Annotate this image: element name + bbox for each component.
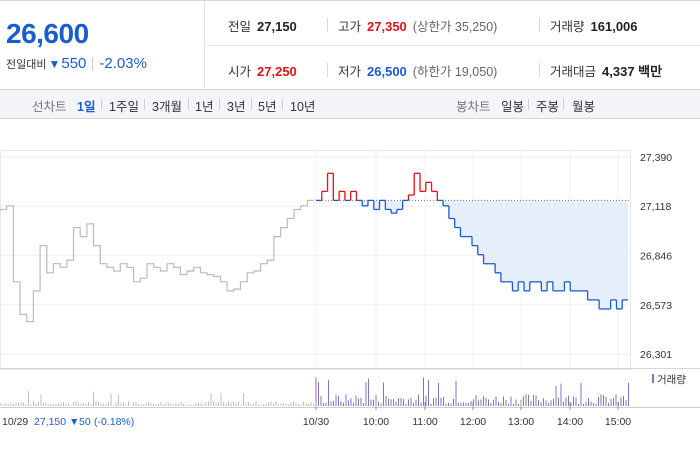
divider	[327, 18, 328, 32]
divider	[539, 63, 540, 77]
quote-panel: 26,600 전일대비 ▼ 550 -2.03% 전일 27,150 고가 27…	[0, 0, 700, 90]
prev-close-value: 27,150	[257, 19, 297, 34]
price-change: 전일대비 ▼ 550 -2.03%	[6, 55, 147, 72]
volume-bars	[0, 377, 629, 406]
current-price: 26,600	[6, 18, 89, 49]
divider	[92, 57, 94, 70]
divider	[206, 45, 700, 46]
tab-1d[interactable]: 1일	[77, 100, 96, 114]
change-label: 전일대비	[6, 58, 47, 71]
intraday-price-chart: 27,390 27,118 26,846 26,573 26,301 거래량 10/30…	[0, 150, 700, 428]
divider	[528, 99, 529, 110]
low-label: 저가	[338, 65, 362, 79]
tab-weekly[interactable]: 주봉	[536, 100, 560, 114]
prev-day-series-line	[0, 199, 314, 323]
low-stat: 저가 26,500 (하한가 19,050)	[338, 61, 497, 80]
open-stat: 시가 27,250	[228, 61, 297, 80]
high-label: 고가	[338, 20, 362, 34]
change-rate: -2.03%	[99, 55, 147, 72]
volume-legend-label: 거래량	[657, 374, 686, 386]
candle-chart-label: 봉차트	[456, 100, 491, 114]
prev-day-date: 10/29	[2, 416, 28, 428]
divider	[282, 99, 283, 110]
line-chart-label: 선차트	[32, 100, 67, 114]
x-tick-label: 14:00	[557, 416, 583, 428]
tab-10y[interactable]: 10년	[290, 100, 316, 114]
x-tick-label: 15:00	[605, 416, 631, 428]
volume-stat: 거래량 161,006	[550, 16, 638, 35]
divider	[219, 99, 220, 110]
down-triangle-icon: ▼	[69, 416, 79, 428]
price-lines	[0, 172, 630, 323]
low-value: 26,500	[367, 64, 407, 79]
period-tabs: 선차트 1일 1주일 3개월 1년 3년 5년 10년 봉차트 일봉 주봉 월봉	[0, 89, 700, 119]
y-tick-label: 27,390	[640, 152, 672, 164]
open-label: 시가	[228, 65, 252, 79]
divider	[327, 63, 328, 77]
divider	[251, 99, 252, 110]
tab-daily[interactable]: 일봉	[501, 100, 525, 114]
divider	[144, 99, 145, 110]
prev-close-stat: 전일 27,150	[228, 16, 297, 35]
divider	[101, 99, 102, 110]
divider	[188, 99, 189, 110]
x-tick-label: 13:00	[508, 416, 534, 428]
x-tick-label: 10:00	[363, 416, 389, 428]
tab-1y[interactable]: 1년	[195, 100, 214, 114]
x-tick-label: 10/30	[303, 416, 329, 428]
area-fills	[316, 200, 628, 309]
divider	[563, 99, 564, 110]
x-axis-ticks: 10/30 10:00 11:00 12:00 13:00 14:00 15:00	[303, 402, 631, 428]
y-tick-label: 26,846	[640, 250, 672, 262]
prev-close-label: 전일	[228, 20, 252, 34]
tab-3m[interactable]: 3개월	[152, 100, 182, 114]
prev-day-rate: (-0.18%)	[94, 416, 134, 428]
trading-value-label: 거래대금	[550, 65, 597, 79]
tab-1w[interactable]: 1주일	[109, 100, 139, 114]
prev-day-close: 27,150	[34, 416, 66, 428]
below-reference-fill	[316, 200, 628, 309]
tab-monthly[interactable]: 월봉	[572, 100, 596, 114]
trading-value-stat: 거래대금 4,337 백만	[550, 61, 662, 80]
y-tick-label: 27,118	[640, 201, 671, 213]
down-triangle-icon: ▼	[48, 56, 61, 71]
lower-limit: (하한가 19,050)	[412, 65, 498, 79]
trading-value: 4,337 백만	[602, 64, 663, 79]
x-tick-label: 12:00	[460, 416, 486, 428]
open-value: 27,250	[257, 64, 297, 79]
high-value: 27,350	[367, 19, 407, 34]
y-tick-label: 26,301	[640, 349, 672, 361]
high-stat: 고가 27,350 (상한가 35,250)	[338, 16, 497, 35]
volume-legend-swatch	[652, 374, 654, 383]
upper-limit: (상한가 35,250)	[412, 20, 498, 34]
divider	[539, 18, 540, 32]
tab-5y[interactable]: 5년	[258, 100, 277, 114]
y-axis-ticks: 27,390 27,118 26,846 26,573 26,301	[640, 152, 672, 361]
prev-day-change: 50	[79, 416, 91, 428]
volume-value: 161,006	[590, 19, 638, 34]
tab-3y[interactable]: 3년	[227, 100, 246, 114]
volume-label: 거래량	[550, 20, 585, 34]
change-amount: 550	[61, 55, 87, 72]
y-tick-label: 26,573	[640, 300, 672, 312]
current-price-box: 26,600 전일대비 ▼ 550 -2.03%	[0, 1, 205, 89]
x-tick-label: 11:00	[412, 416, 438, 428]
